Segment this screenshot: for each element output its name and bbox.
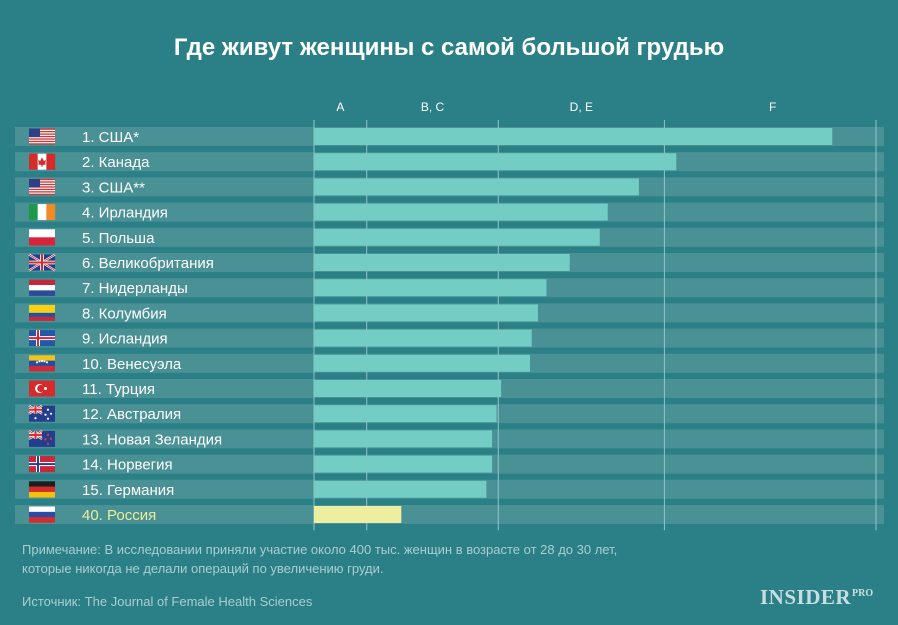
row-label: 2. Канада <box>82 154 150 171</box>
flag-us-icon <box>29 178 55 195</box>
flag-tr-icon <box>29 380 55 397</box>
row-label: 14. Норвегия <box>82 457 173 474</box>
logo-main: INSIDER <box>760 585 852 609</box>
axis-category-label: F <box>769 100 776 114</box>
bar <box>314 203 608 221</box>
row-label: 9. Исландия <box>82 331 168 348</box>
bar <box>314 178 639 196</box>
bar <box>314 128 833 145</box>
row-label: 13. Новая Зеландия <box>82 431 222 448</box>
insider-pro-logo: INSIDERPRO <box>760 585 873 610</box>
bar-chart: A B, C D, E F 1. США* 2. Канада 3. США** 4. Ирл… <box>15 100 884 531</box>
row-label: 12. Австралия <box>82 406 181 423</box>
footnote-line-2: которые никогда не делали операций по ув… <box>22 561 384 576</box>
bar <box>314 354 531 372</box>
flag-no-icon <box>29 456 55 473</box>
flag-nz-icon <box>28 429 55 447</box>
row-label: 8. Колумбия <box>82 305 167 322</box>
flag-nl-icon <box>29 279 55 296</box>
chart-title: Где живут женщины с самой большой грудью <box>173 34 725 61</box>
row-label: 40. Россия <box>82 507 156 524</box>
flag-ve-icon <box>29 355 55 372</box>
axis-category-label: B, C <box>421 100 445 114</box>
source-text: Источник: The Journal of Female Health S… <box>22 594 313 609</box>
footnote: Примечание: В исследовании приняли участ… <box>22 540 742 578</box>
flag-ru-icon <box>29 506 55 523</box>
flag-de-icon <box>29 481 55 498</box>
bar <box>314 228 600 246</box>
flag-ie-icon <box>29 204 56 221</box>
bar <box>314 329 532 347</box>
bar <box>314 480 487 498</box>
bar <box>314 430 493 448</box>
row-label: 10. Венесуэла <box>82 356 182 373</box>
flag-co-icon <box>29 304 55 321</box>
flag-is-icon <box>29 330 55 347</box>
bar-highlighted <box>314 506 402 523</box>
row-label: 11. Турция <box>82 381 155 398</box>
logo-suffix: PRO <box>852 588 874 599</box>
row-label: 7. Нидерланды <box>82 280 188 297</box>
flag-gb-icon <box>28 253 56 272</box>
flag-pl-icon <box>29 229 55 246</box>
row-label: 6. Великобритания <box>82 255 214 272</box>
axis-category-label: A <box>336 100 344 114</box>
row-label: 1. США* <box>82 129 139 146</box>
bar <box>314 153 677 171</box>
bar <box>314 304 538 322</box>
row-label: 3. США** <box>82 179 145 196</box>
flag-au-icon <box>28 404 55 422</box>
bar <box>314 380 502 397</box>
footnote-line-1: Примечание: В исследовании приняли участ… <box>22 542 618 557</box>
row-background <box>15 505 884 524</box>
row-label: 5. Польша <box>82 230 155 247</box>
row-label: 4. Ирландия <box>82 205 168 222</box>
axis-category-label: D, E <box>570 100 593 114</box>
bar <box>314 455 493 473</box>
flag-us-icon <box>29 128 55 145</box>
bar <box>314 254 570 271</box>
bar <box>314 279 547 297</box>
row-label: 15. Германия <box>82 482 174 499</box>
flag-ca-icon <box>29 153 56 170</box>
bar <box>314 405 497 423</box>
